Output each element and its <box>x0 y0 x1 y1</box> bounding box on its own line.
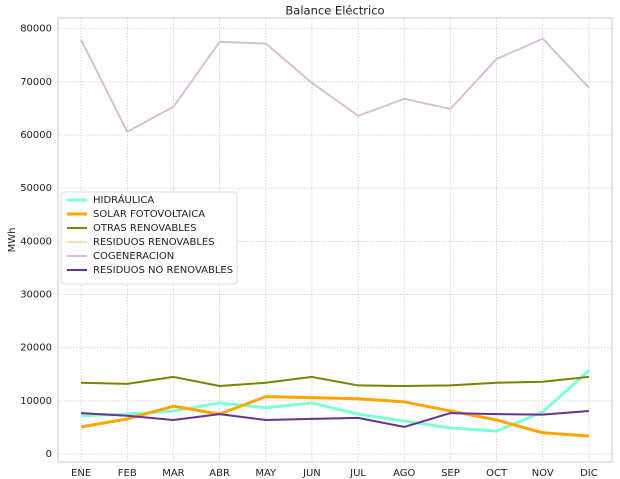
y-tick-label: 60000 <box>20 130 52 141</box>
legend-label: COGENERACION <box>93 251 174 262</box>
legend-label: RESIDUOS NO RENOVABLES <box>93 265 233 276</box>
y-tick-label: 70000 <box>20 77 52 88</box>
x-tick-label: NOV <box>532 468 554 479</box>
y-tick-label: 30000 <box>20 290 52 301</box>
x-tick-label: ENE <box>71 468 91 479</box>
x-tick-label: JUL <box>349 468 366 479</box>
x-tick-label: SEP <box>441 468 460 479</box>
plot-frame <box>57 17 613 463</box>
legend: HIDRÁULICA SOLAR FOTOVOLTAICA OTRAS RENOVA… <box>60 191 238 285</box>
y-axis-label: MWh <box>7 228 18 253</box>
x-tick-label: FEB <box>118 468 137 479</box>
x-tick-label: DIC <box>580 468 598 479</box>
x-tick-label: ABR <box>209 468 230 479</box>
x-tick-label: OCT <box>486 468 508 479</box>
series-line <box>80 37 590 133</box>
legend-box <box>60 191 238 285</box>
y-tick-label: 0 <box>46 449 52 460</box>
legend-label: RESIDUOS RENOVABLES <box>93 237 215 248</box>
x-tick-label: JUN <box>302 468 321 479</box>
series-line <box>81 375 590 387</box>
y-tick-label: 40000 <box>20 236 52 247</box>
chart-title: Balance Eléctrico <box>285 4 384 18</box>
legend-label: OTRAS RENOVABLES <box>93 223 196 234</box>
y-tick-label: 20000 <box>20 343 52 354</box>
y-tick-label: 10000 <box>20 396 52 407</box>
y-tick-label: 80000 <box>20 24 52 35</box>
legend-label: HIDRÁULICA <box>93 193 154 206</box>
y-tick-label: 50000 <box>20 183 52 194</box>
x-tick-label: MAY <box>255 468 277 479</box>
series-line <box>81 369 590 433</box>
x-tick-label: MAR <box>162 468 184 479</box>
x-tick-label: AGO <box>393 468 415 479</box>
legend-label: SOLAR FOTOVOLTAICA <box>93 209 205 220</box>
series-line <box>80 395 590 438</box>
series-line <box>81 409 589 428</box>
